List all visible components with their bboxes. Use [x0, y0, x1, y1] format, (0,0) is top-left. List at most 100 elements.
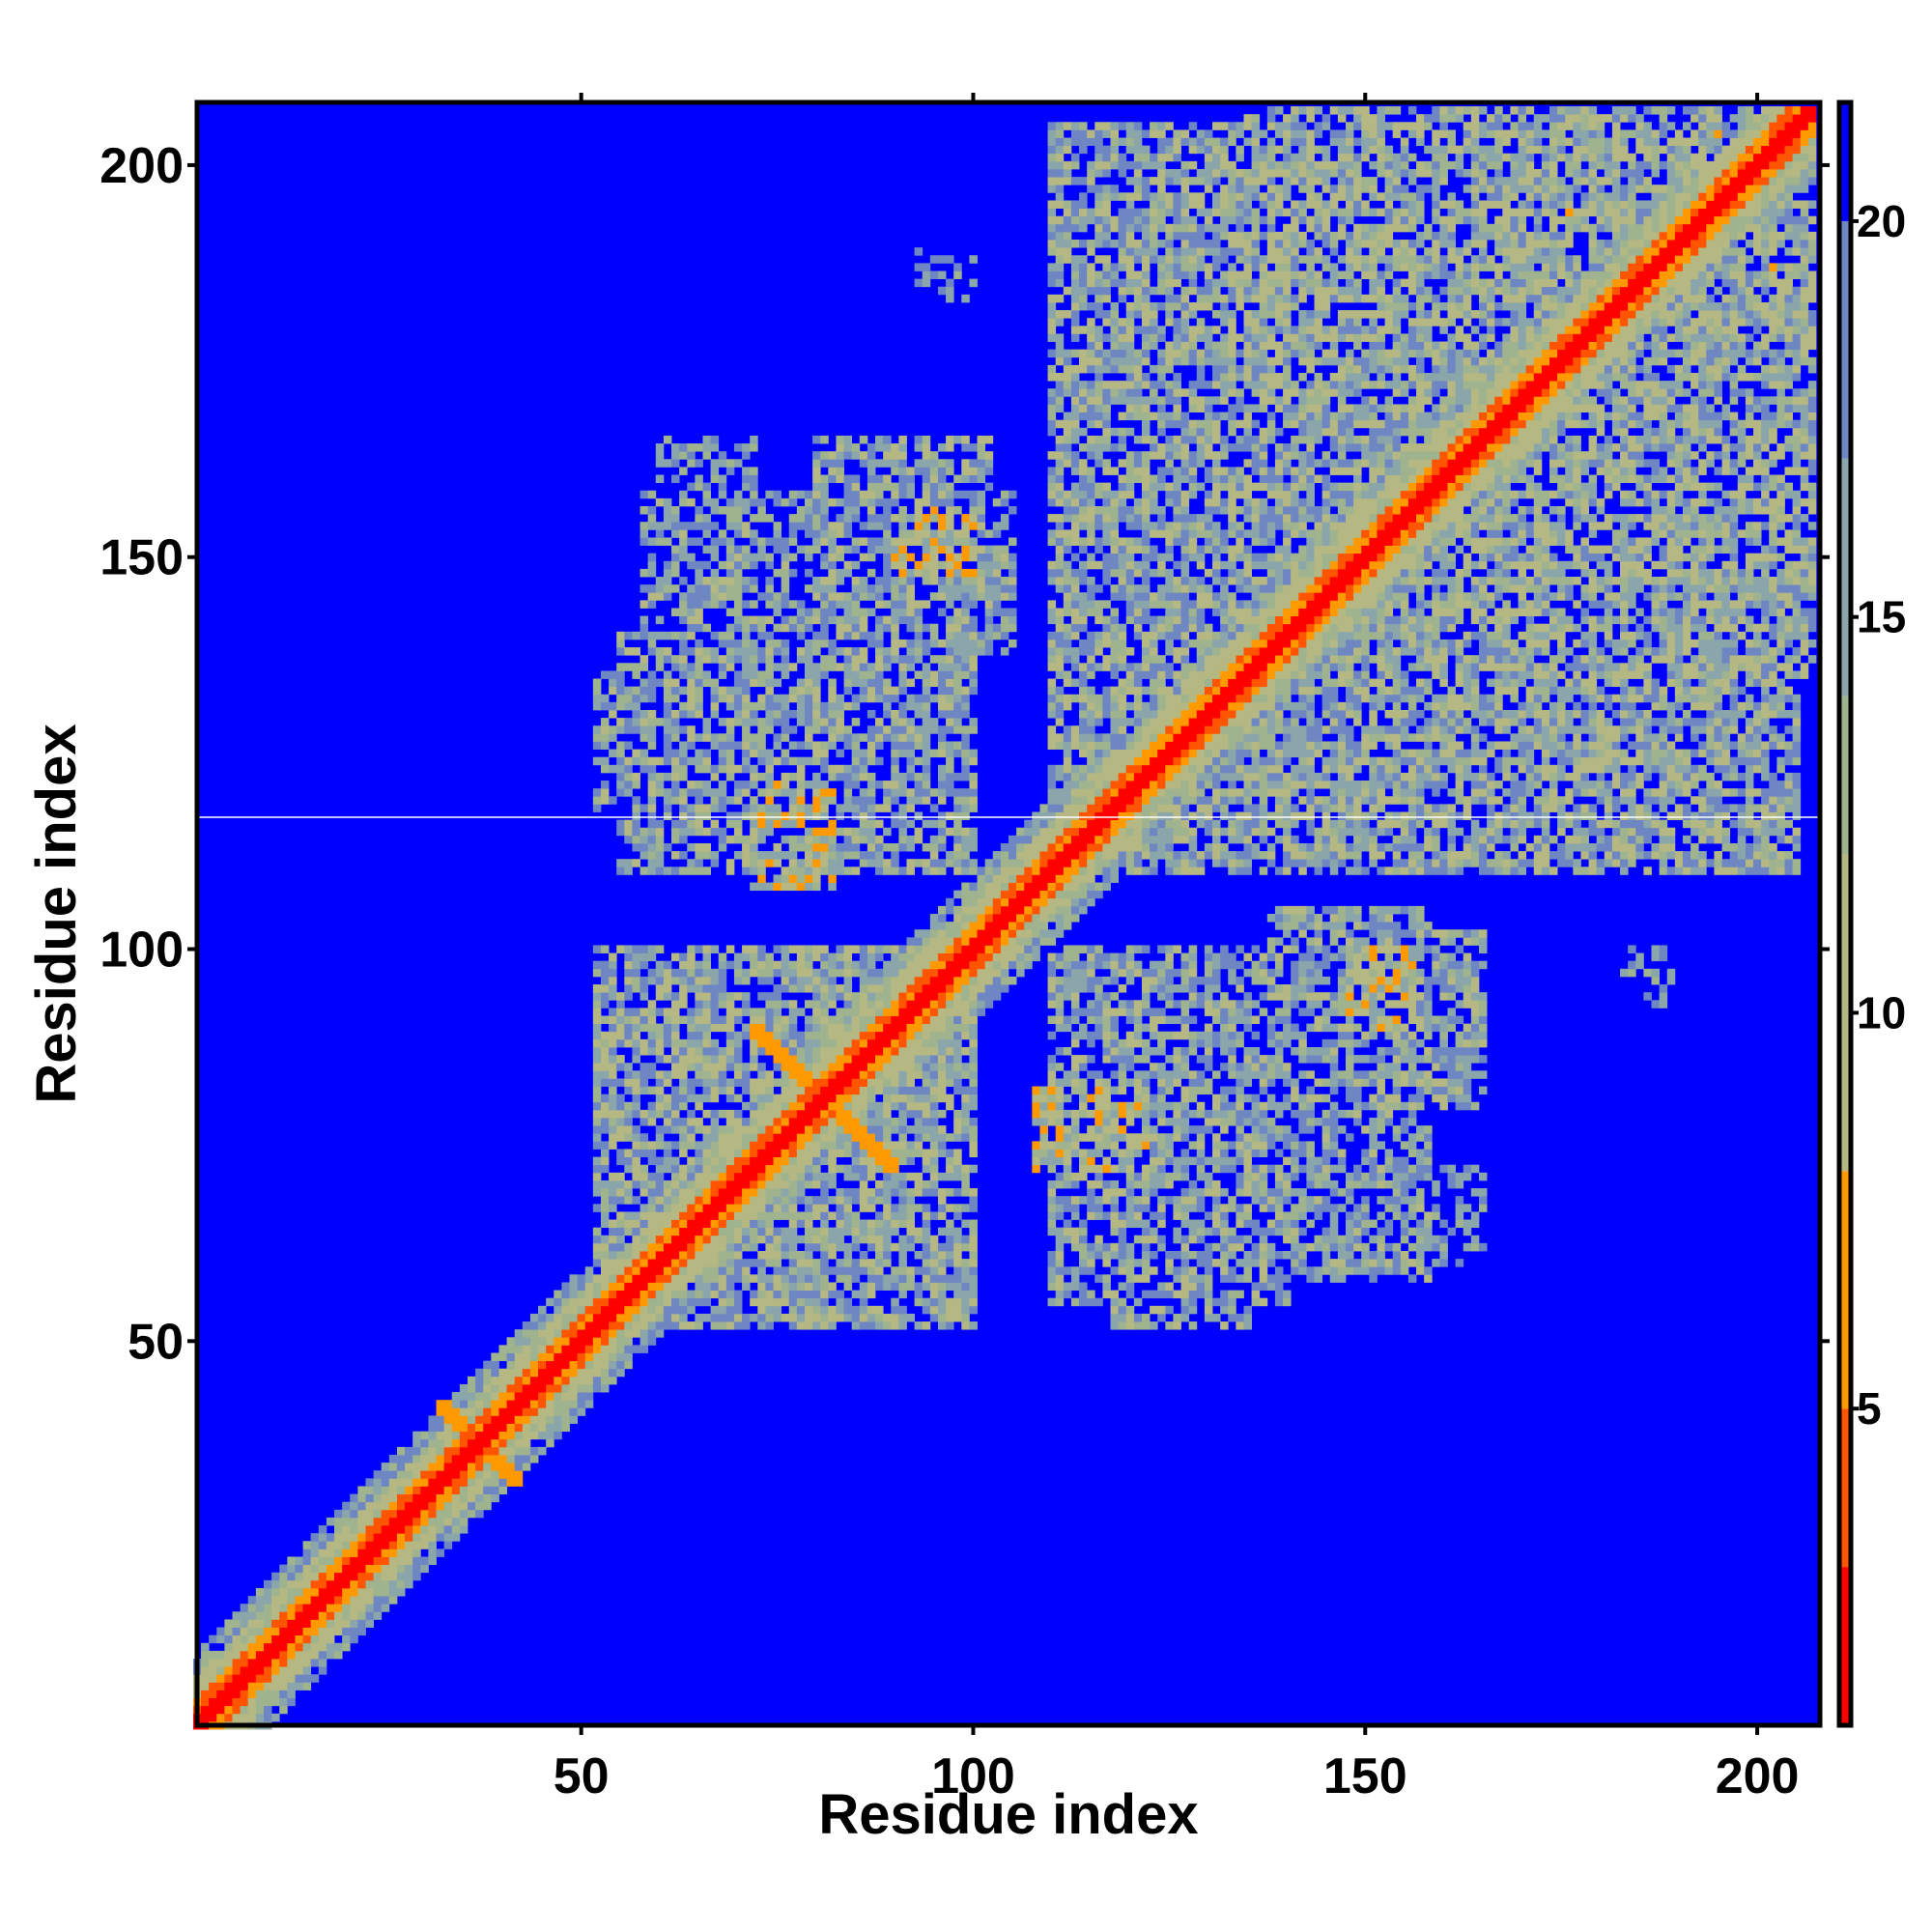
heatmap-cell [828, 497, 837, 507]
heatmap-cell [671, 1219, 680, 1229]
heatmap-cell [655, 1172, 665, 1181]
heatmap-cell [929, 505, 939, 515]
heatmap-cell [969, 890, 978, 899]
heatmap-cell [843, 623, 853, 633]
heatmap-cell [843, 1196, 853, 1205]
heatmap-cell [609, 1305, 617, 1315]
heatmap-cell [201, 1674, 210, 1683]
heatmap-cell [647, 1023, 657, 1033]
heatmap-cell [804, 1156, 813, 1166]
heatmap-cell [687, 827, 696, 837]
heatmap-cell [632, 1086, 640, 1095]
heatmap-cell [828, 529, 837, 538]
heatmap-cell [428, 1415, 437, 1424]
heatmap-cell [475, 1376, 484, 1385]
heatmap-cell [922, 1156, 931, 1166]
heatmap-cell [600, 1259, 610, 1267]
heatmap-cell [828, 1125, 837, 1134]
heatmap-cell [820, 1321, 829, 1330]
heatmap-cell [655, 1242, 665, 1252]
heatmap-cell [820, 560, 829, 570]
heatmap-cell [796, 1219, 806, 1229]
heatmap-cell [600, 992, 610, 1001]
heatmap-cell [514, 1478, 524, 1487]
heatmap-cell [750, 867, 758, 875]
heatmap-cell [906, 529, 916, 538]
heatmap-cell [710, 497, 720, 507]
heatmap-cell [529, 1313, 539, 1322]
heatmap-cell [695, 560, 703, 570]
heatmap-cell [577, 1368, 586, 1378]
heatmap-cell [946, 1305, 954, 1315]
heatmap-cell [695, 945, 703, 953]
heatmap-cell [937, 1046, 947, 1056]
heatmap-cell [679, 1266, 688, 1275]
heatmap-cell [788, 1211, 798, 1220]
heatmap-cell [365, 1517, 375, 1526]
heatmap-cell [891, 443, 899, 452]
heatmap-cell [875, 1070, 884, 1079]
heatmap-cell [804, 1141, 813, 1150]
heatmap-cell [788, 1172, 798, 1181]
heatmap-cell [687, 1290, 696, 1299]
heatmap-cell [498, 1345, 507, 1353]
heatmap-cell [828, 1266, 837, 1275]
heatmap-cell [914, 1038, 923, 1048]
heatmap-cell [302, 1556, 312, 1566]
heatmap-cell [828, 577, 837, 585]
heatmap-cell [906, 1188, 916, 1197]
heatmap-cell [875, 842, 884, 852]
heatmap-cell [773, 1242, 782, 1252]
heatmap-cell [750, 1055, 758, 1064]
heatmap-cell [624, 701, 633, 711]
heatmap-cell [891, 756, 899, 766]
heatmap-cell [773, 529, 782, 538]
heatmap-cell [875, 584, 884, 593]
heatmap-cell [906, 1125, 916, 1134]
heatmap-cell [733, 1305, 743, 1315]
heatmap-cell [663, 1219, 672, 1229]
heatmap-cell [428, 1438, 437, 1448]
heatmap-cell [742, 670, 751, 679]
heatmap-cell [334, 1517, 343, 1526]
heatmap-cell [600, 1196, 610, 1205]
heatmap-cell [875, 1188, 884, 1197]
heatmap-cell [679, 490, 688, 499]
heatmap-cell [796, 1109, 806, 1119]
heatmap-cell [718, 1164, 727, 1174]
heatmap-cell [750, 1118, 758, 1126]
heatmap-cell [750, 804, 758, 812]
heatmap-cell [781, 1235, 790, 1244]
heatmap-cell [529, 1392, 539, 1401]
heatmap-cell [522, 1446, 531, 1456]
heatmap-cell [750, 435, 758, 444]
heatmap-cell [663, 1196, 672, 1205]
heatmap-cell [695, 655, 703, 664]
heatmap-cell [609, 1015, 617, 1025]
heatmap-cell [828, 788, 837, 797]
heatmap-cell [843, 670, 853, 679]
heatmap-cell [240, 1697, 249, 1707]
heatmap-cell [851, 968, 861, 978]
heatmap-cell [725, 1063, 735, 1071]
heatmap-cell [718, 796, 727, 805]
heatmap-cell [271, 1650, 280, 1660]
heatmap-cell [255, 1650, 265, 1660]
heatmap-cell [851, 631, 861, 640]
heatmap-cell [702, 725, 711, 734]
heatmap-cell [655, 474, 665, 484]
heatmap-cell [969, 592, 978, 601]
heatmap-cell [554, 1313, 562, 1322]
heatmap-cell [969, 467, 978, 475]
heatmap-cell [600, 1149, 610, 1157]
heatmap-cell [725, 694, 735, 703]
heatmap-cell [812, 1274, 821, 1283]
heatmap-cell [788, 1070, 798, 1079]
heatmap-cell [616, 1360, 625, 1370]
heatmap-cell [828, 796, 837, 805]
heatmap-cell [295, 1619, 303, 1628]
heatmap-cell [828, 764, 837, 774]
heatmap-cell [609, 1078, 617, 1087]
heatmap-cell [710, 1000, 720, 1009]
heatmap-cell [255, 1604, 265, 1612]
